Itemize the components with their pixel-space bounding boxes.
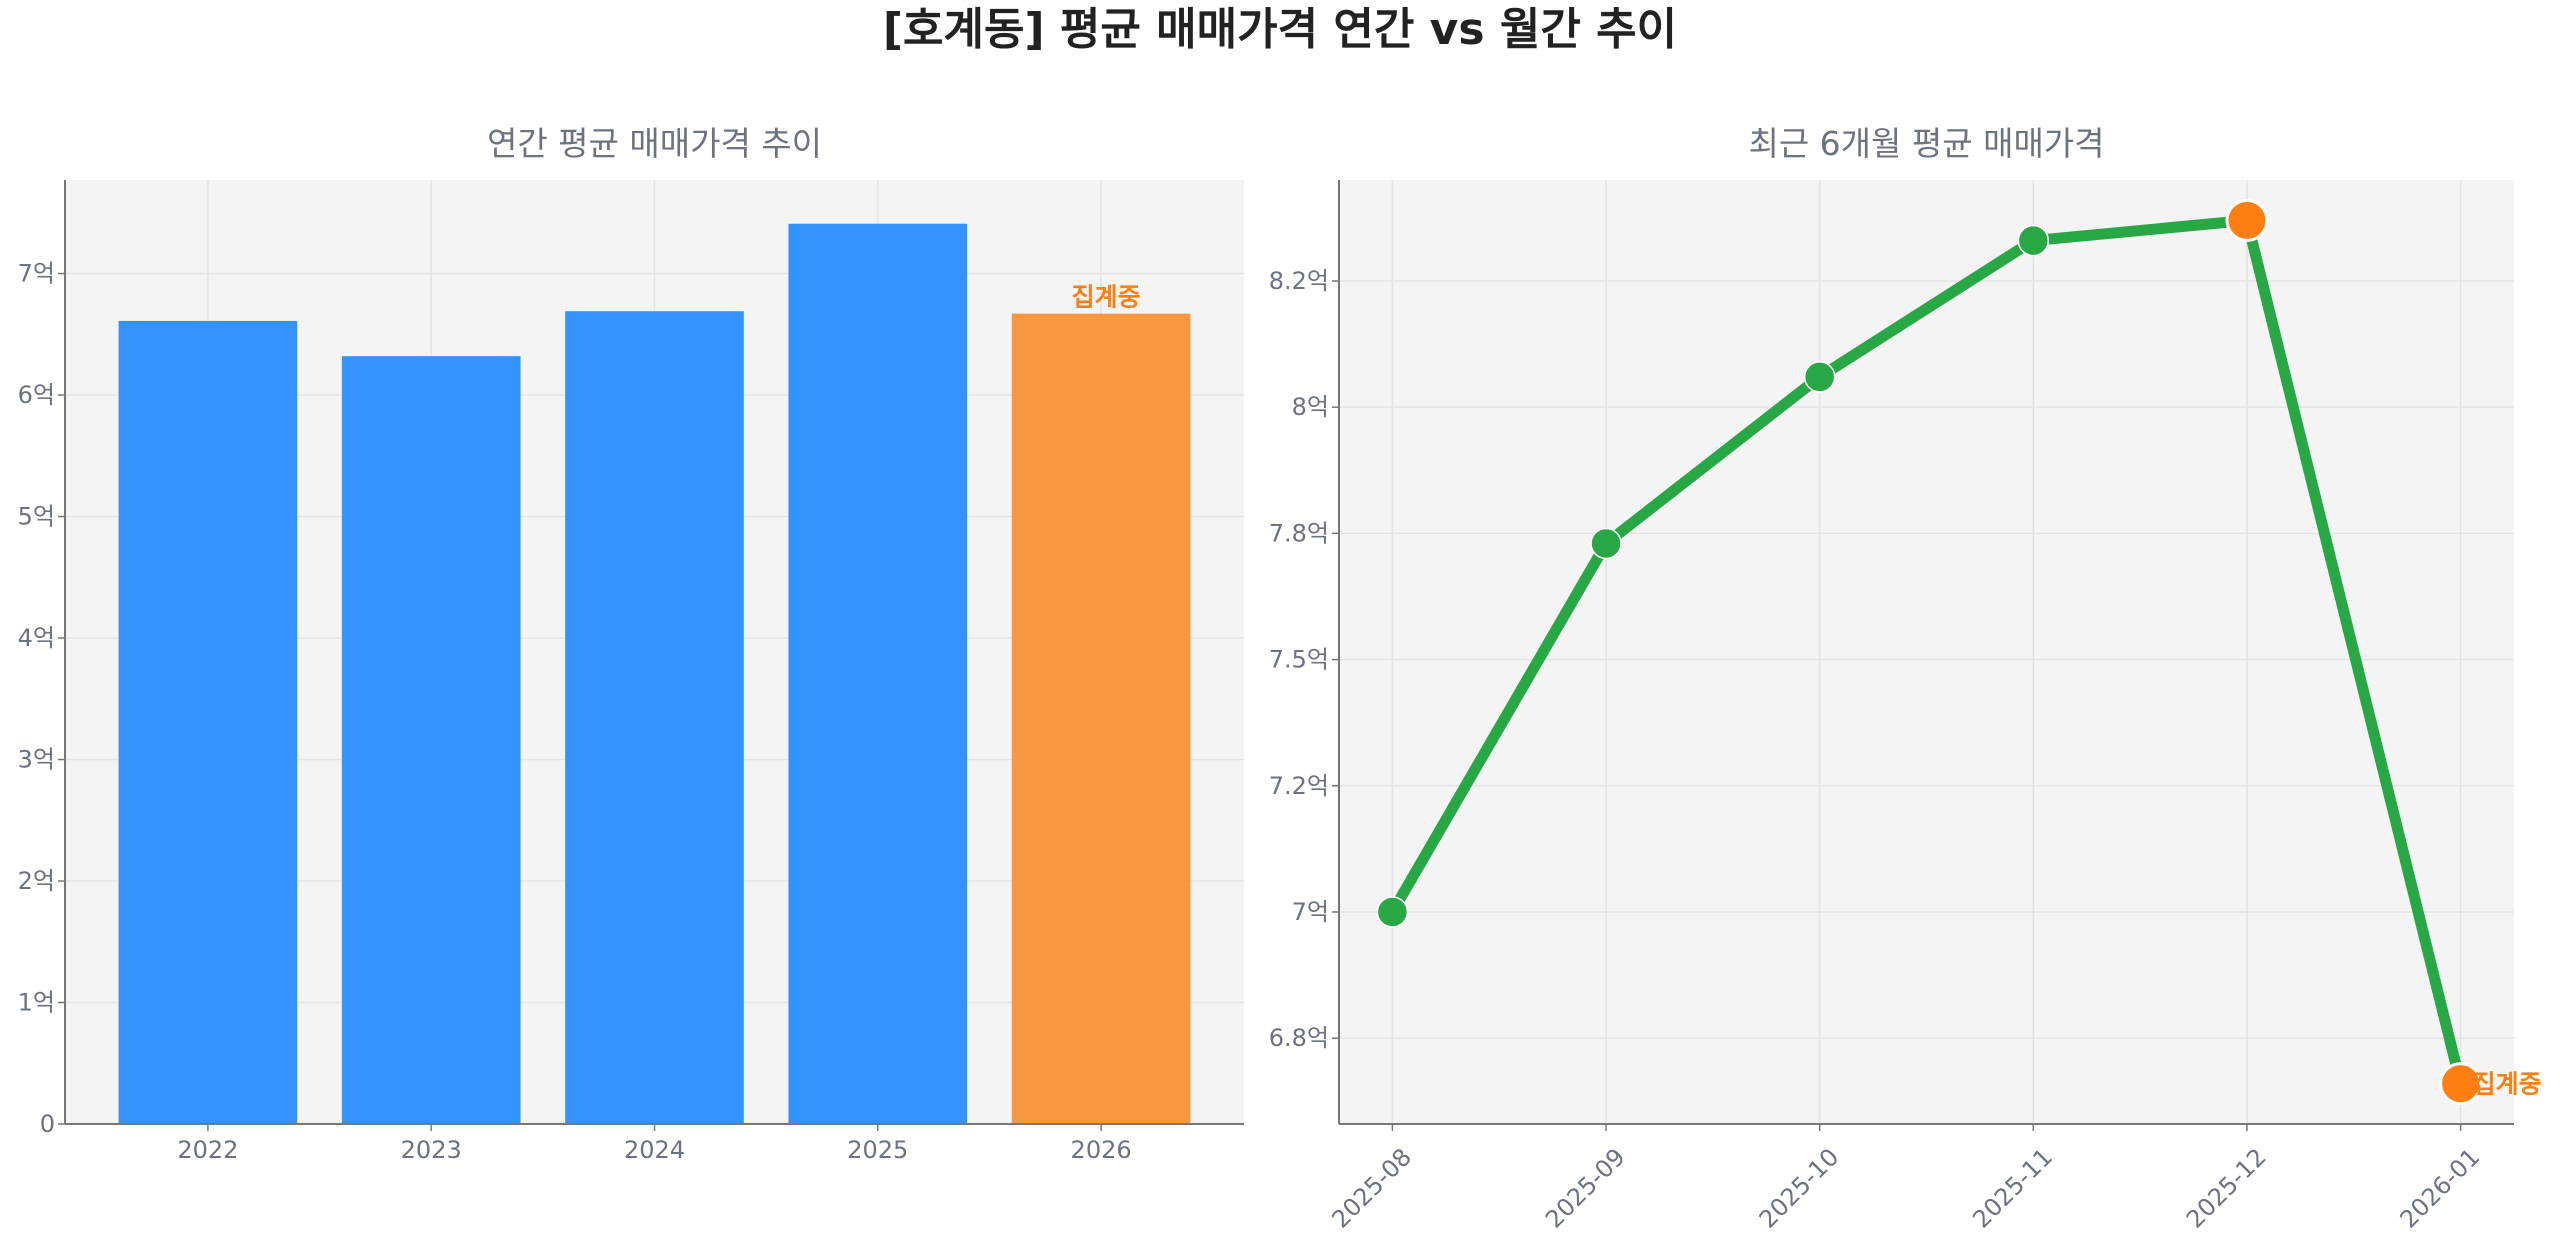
x-tick-label: 2026 [1071,1136,1132,1164]
figure-title: [호계동] 평균 매매가격 연간 vs 월간 추이 [883,4,1677,55]
y-tick-label: 8.2억 [1269,267,1329,295]
subplot-title: 최근 6개월 평균 매매가격 [1748,124,2104,163]
x-tick-label: 2026-01 [2395,1143,2486,1234]
y-tick-label: 5억 [18,503,55,531]
x-tick-label: 2022 [177,1136,238,1164]
data-point-2025-08 [1376,896,1409,928]
data-point-2025-09 [1590,527,1622,560]
y-tick-label: 0 [40,1110,55,1138]
y-tick-label: 7.2억 [1269,772,1329,800]
x-tick-label: 2025-09 [1540,1143,1631,1234]
x-tick-label: 2025-11 [1967,1143,2058,1234]
bar-2026 [1011,313,1191,1124]
y-tick-label: 7.5억 [1269,646,1329,674]
x-tick-label: 2023 [401,1136,462,1164]
bar-2022 [118,320,298,1125]
annotation-label: 집계중 [2473,1070,2542,1099]
y-tick-label: 7억 [18,260,55,288]
x-tick-label: 2025-10 [1754,1143,1845,1234]
x-tick-label: 2025 [847,1136,908,1164]
y-tick-label: 8억 [1292,393,1329,421]
bar-2024 [565,311,744,1124]
x-tick-label: 2024 [624,1136,685,1164]
annual-bar-chart: 연간 평균 매매가격 추이 0 1억 2억 3억 4억 5억 6억 7억 2022 2023 2024… [18,124,1244,1164]
y-tick-label: 6.8억 [1269,1024,1329,1052]
data-point-2025-11 [2017,224,2050,257]
x-tick-label: 2025-12 [2181,1143,2272,1234]
y-tick-label: 4억 [18,624,55,652]
data-point-2026-01 [2439,1062,2483,1106]
bar-2025 [788,223,968,1125]
data-point-2025-12 [2225,198,2269,242]
series-line [1387,214,2466,1085]
y-tick-label: 3억 [18,746,55,774]
plot-area [1339,180,2514,1124]
x-tick-label: 2025-08 [1326,1143,1417,1234]
subplot-title: 연간 평균 매매가격 추이 [487,124,822,163]
monthly-line-chart: 최근 6개월 평균 매매가격 6.8억 7억 7.2억 7.5억 7.8억 8억 8.2억 20… [1269,124,2542,1234]
data-point-2025-10 [1803,361,1836,393]
y-tick-label: 2억 [18,867,55,895]
annotation-label: 집계중 [1072,283,1141,312]
y-tick-label: 7억 [1292,898,1329,926]
y-tick-label: 1억 [18,989,55,1017]
bar-2023 [341,356,521,1124]
y-tick-label: 6억 [18,381,55,409]
y-tick-label: 7.8억 [1269,519,1329,547]
